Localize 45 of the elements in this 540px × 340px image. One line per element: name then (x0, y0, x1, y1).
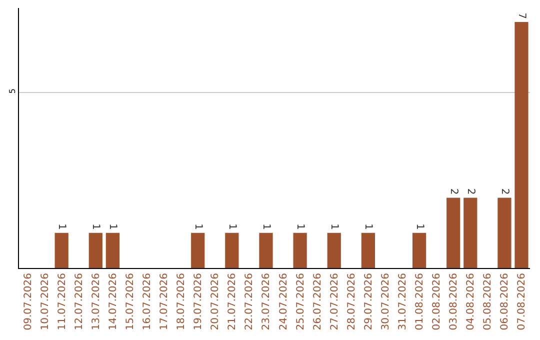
x-tick-label: 04.08.2026 (466, 273, 477, 330)
x-tick-label: 01.08.2026 (414, 273, 426, 330)
data-label: 1 (226, 223, 238, 230)
data-label: 1 (362, 223, 374, 230)
data-label: 1 (192, 223, 204, 230)
data-label: 2 (448, 188, 459, 195)
data-label: 1 (294, 223, 306, 230)
x-tick-label: 09.07.2026 (22, 273, 34, 330)
x-tick-label: 17.07.2026 (159, 273, 170, 330)
data-label: 7 (516, 12, 527, 20)
data-label: 2 (498, 188, 510, 195)
x-tick-label: 20.07.2026 (210, 273, 222, 330)
x-tick-label: 07.08.2026 (516, 273, 528, 330)
x-tick-label: 26.07.2026 (312, 273, 324, 330)
data-label: 1 (56, 223, 68, 230)
x-tick-label: 18.07.2026 (176, 273, 188, 330)
data-label: 1 (90, 223, 102, 230)
x-tick-label: 25.07.2026 (295, 273, 306, 330)
data-label: 1 (107, 223, 118, 230)
data-label: 2 (464, 188, 476, 195)
x-tick-label: 05.08.2026 (482, 273, 494, 330)
x-tick-label: 22.07.2026 (244, 273, 256, 330)
x-tick-label: 16.07.2026 (142, 273, 153, 330)
x-tick-label: 19.07.2026 (193, 273, 204, 330)
x-tick-label: 02.08.2026 (432, 273, 443, 330)
x-tick-label: 24.07.2026 (278, 273, 290, 330)
x-tick-label: 27.07.2026 (329, 273, 340, 330)
data-label: 1 (328, 223, 340, 230)
y-tick-label: 5 (8, 88, 17, 94)
x-tick-label: 28.07.2026 (346, 273, 358, 330)
x-tick-label: 11.07.2026 (56, 273, 68, 330)
data-label: 1 (260, 223, 272, 230)
x-tick-label: 03.08.2026 (448, 273, 460, 330)
x-tick-label: 15.07.2026 (124, 273, 136, 330)
x-tick-label: 30.07.2026 (380, 273, 392, 330)
x-tick-label: 21.07.2026 (227, 273, 238, 330)
x-tick-label: 12.07.2026 (74, 273, 85, 330)
x-tick-label: 31.07.2026 (398, 273, 408, 330)
x-tick-label: 10.07.2026 (40, 273, 51, 330)
x-tick-label: 23.07.2026 (261, 273, 272, 330)
x-tick-label: 29.07.2026 (363, 273, 374, 330)
x-tick-label: 06.08.2026 (500, 273, 511, 330)
x-tick-label: 14.07.2026 (108, 273, 119, 330)
x-tick-label: 13.07.2026 (90, 273, 102, 330)
data-label: 1 (414, 223, 425, 230)
